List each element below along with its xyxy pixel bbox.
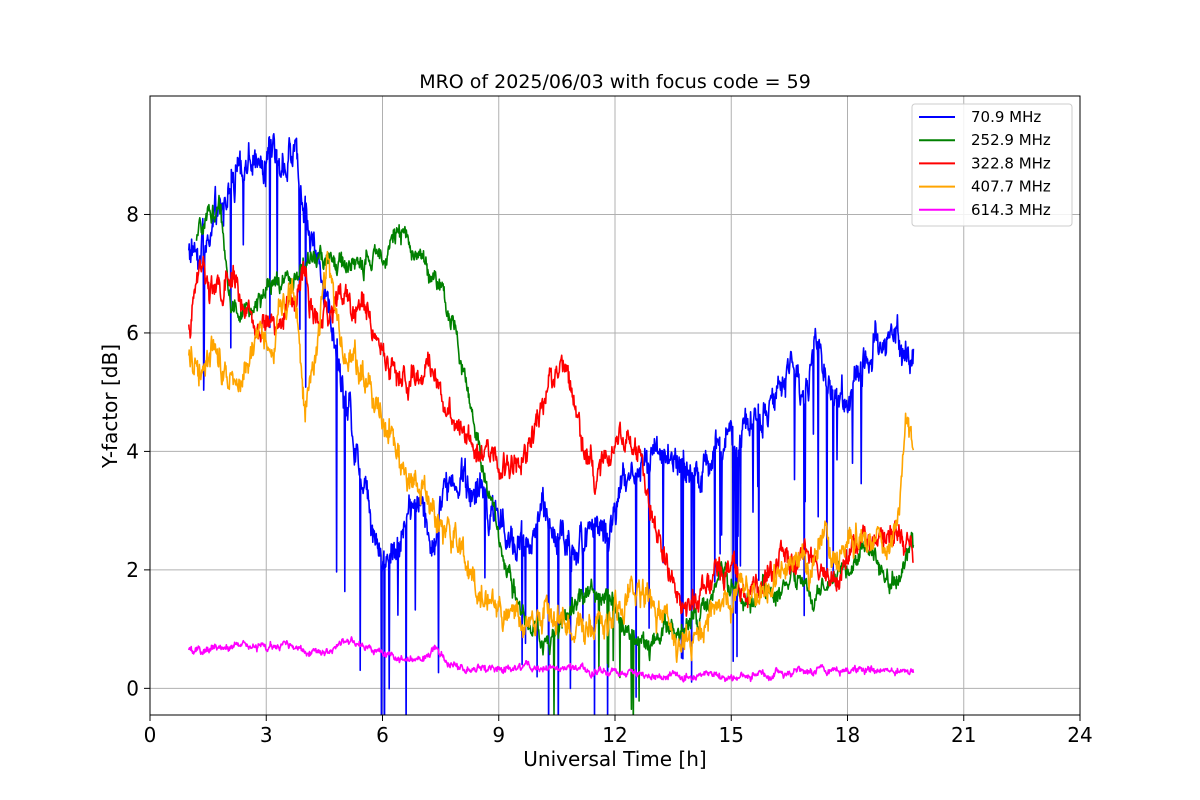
legend-label-4: 614.3 MHz <box>971 201 1051 219</box>
y-tick-label: 2 <box>126 558 139 582</box>
y-tick-label: 0 <box>126 676 139 700</box>
legend-label-1: 252.9 MHz <box>971 131 1051 149</box>
legend-label-3: 407.7 MHz <box>971 178 1051 196</box>
x-tick-label: 6 <box>376 723 389 747</box>
y-tick-label: 6 <box>126 321 139 345</box>
series-line-3 <box>188 250 915 663</box>
series-line-0 <box>188 133 915 715</box>
legend-box <box>911 103 1073 227</box>
x-tick-label: 21 <box>951 723 976 747</box>
plot-series <box>188 133 915 715</box>
x-tick-label: 3 <box>260 723 273 747</box>
legend-label-0: 70.9 MHz <box>971 108 1041 126</box>
y-tick-label: 8 <box>126 202 139 226</box>
legend: 70.9 MHz 252.9 MHz 322.8 MHz 407.7 MHz 614.3… <box>911 103 1073 227</box>
y-axis: 0 2 4 6 8 <box>126 202 150 700</box>
x-axis-label: Universal Time [h] <box>523 747 706 771</box>
x-tick-label: 18 <box>835 723 860 747</box>
x-tick-label: 24 <box>1067 723 1092 747</box>
series-line-1 <box>195 194 915 715</box>
x-tick-label: 9 <box>492 723 505 747</box>
y-axis-label: Y-factor [dB] <box>98 344 122 469</box>
chart-title: MRO of 2025/06/03 with focus code = 59 <box>419 71 811 93</box>
x-axis: 0 3 6 9 12 15 18 21 24 <box>144 715 1093 747</box>
x-tick-label: 12 <box>602 723 627 747</box>
legend-label-2: 322.8 MHz <box>971 154 1051 172</box>
x-tick-label: 0 <box>144 723 157 747</box>
x-tick-label: 15 <box>719 723 744 747</box>
series-line-4 <box>188 636 915 683</box>
y-tick-label: 4 <box>126 439 139 463</box>
